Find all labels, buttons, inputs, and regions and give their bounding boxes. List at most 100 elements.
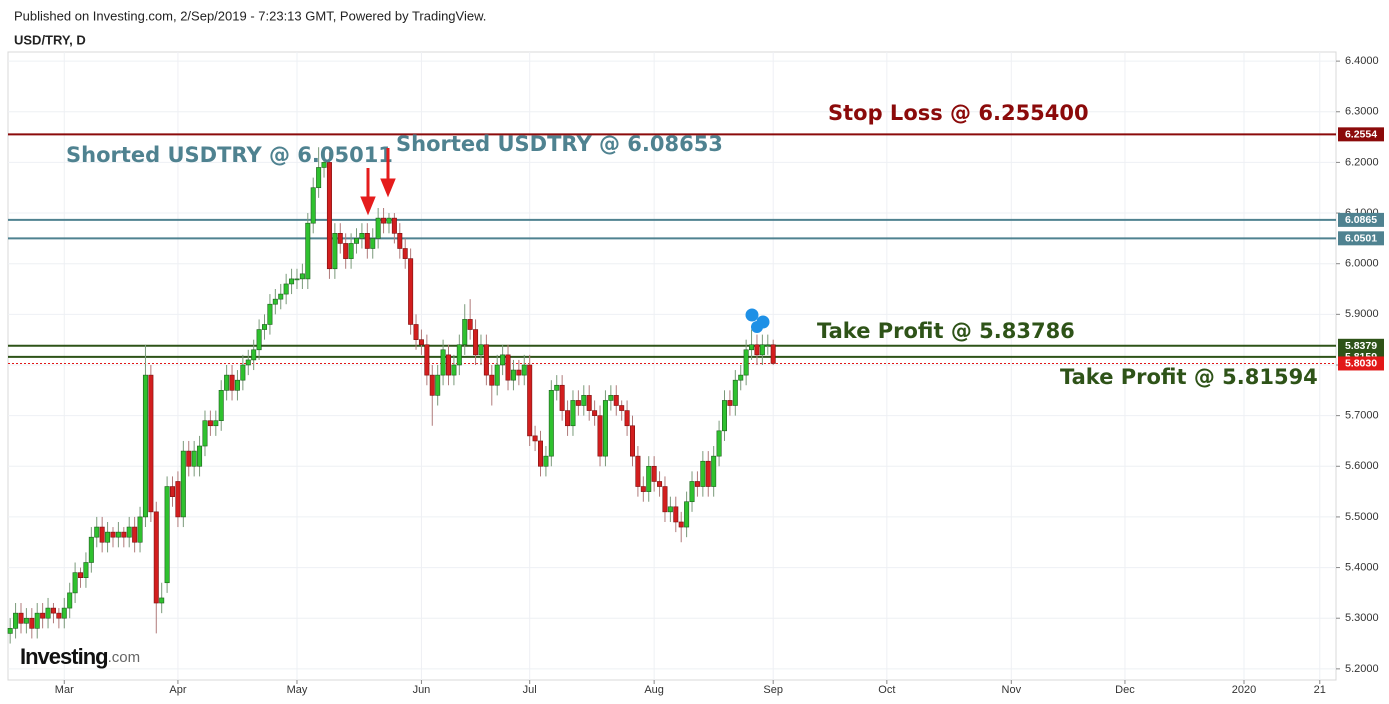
- candle-body: [186, 450, 192, 467]
- level-label: 6.0501: [1345, 233, 1377, 245]
- candle-body: [754, 344, 760, 356]
- logo-brand: Investing: [20, 644, 108, 669]
- marker: [756, 315, 770, 329]
- candle-body: [759, 344, 765, 356]
- annotation: Take Profit @ 5.81594: [1060, 365, 1318, 389]
- candle-body: [721, 400, 727, 432]
- candle-body: [640, 486, 646, 492]
- candle-body: [370, 238, 376, 249]
- candle-body: [234, 379, 240, 391]
- candle-body: [240, 364, 246, 381]
- annotation: Shorted USDTRY @ 6.05011: [66, 143, 393, 167]
- level-label: 5.8379: [1345, 340, 1377, 352]
- candle-body: [359, 233, 365, 239]
- candle-body: [689, 481, 695, 503]
- candle-body: [662, 486, 668, 513]
- candle-body: [537, 440, 543, 467]
- candle-body: [646, 465, 652, 492]
- candle-body: [7, 628, 13, 634]
- candle-body: [770, 344, 776, 364]
- y-tick-label: 6.4000: [1345, 55, 1379, 67]
- candle-body: [343, 243, 349, 259]
- candle-body: [429, 374, 435, 396]
- candle-body: [29, 617, 35, 629]
- arrows: [360, 148, 396, 216]
- candle-body: [67, 592, 73, 609]
- candle-body: [305, 222, 311, 280]
- candle-body: [218, 390, 224, 421]
- candle-body: [765, 344, 771, 347]
- candle-body: [110, 531, 116, 538]
- level-label: 6.2554: [1345, 129, 1377, 141]
- candle-body: [462, 319, 468, 346]
- candle-body: [510, 369, 516, 381]
- level-label: 6.0865: [1345, 214, 1377, 226]
- candle-body: [99, 526, 105, 543]
- candle-body: [489, 374, 495, 386]
- y-tick-label: 5.4000: [1345, 561, 1379, 573]
- candle-body: [711, 455, 717, 487]
- candle-body: [386, 217, 392, 224]
- x-tick-label: Apr: [169, 684, 186, 696]
- candle-body: [673, 506, 679, 523]
- candle-body: [424, 344, 430, 376]
- candle-body: [50, 607, 56, 614]
- candle-body: [278, 293, 284, 300]
- candle-body: [72, 572, 78, 594]
- candle-body: [283, 283, 289, 295]
- candle-body: [565, 410, 571, 427]
- candle-body: [251, 349, 257, 361]
- level-badge: [1338, 212, 1384, 227]
- candle-body: [727, 400, 733, 406]
- candle-body: [738, 374, 744, 381]
- x-tick-label: 21: [1314, 684, 1326, 696]
- candle-body: [619, 405, 625, 411]
- candle-body: [527, 364, 533, 437]
- candle-body: [597, 415, 603, 457]
- candle-body: [23, 617, 29, 624]
- candle-body: [543, 455, 549, 467]
- candle-body: [197, 445, 203, 467]
- candle-body: [516, 369, 522, 376]
- candle-body: [267, 303, 273, 325]
- candle-body: [629, 425, 635, 457]
- candle-body: [570, 400, 576, 427]
- candle-body: [402, 248, 408, 259]
- candle-body: [700, 460, 706, 487]
- candle-body: [294, 278, 300, 281]
- candle-body: [743, 349, 749, 376]
- candle-body: [684, 501, 690, 528]
- candle-body: [207, 420, 213, 427]
- candle-body: [56, 612, 62, 619]
- level-label: 5.8030: [1345, 358, 1377, 370]
- candle-body: [142, 374, 148, 518]
- candle-body: [299, 273, 305, 280]
- candle-body: [667, 506, 673, 513]
- candle-body: [716, 430, 722, 457]
- x-tick-label: Dec: [1115, 684, 1135, 696]
- x-tick-label: 2020: [1232, 684, 1256, 696]
- candle-body: [456, 344, 462, 366]
- candle-body: [586, 395, 592, 411]
- candle-body: [164, 486, 170, 584]
- candle-body: [521, 364, 527, 376]
- y-tick-label: 5.3000: [1345, 612, 1379, 624]
- candle-body: [505, 354, 511, 381]
- y-tick-label: 6.2000: [1345, 156, 1379, 168]
- annotation: Take Profit @ 5.83786: [817, 319, 1075, 343]
- candle-body: [418, 339, 424, 346]
- candle-body: [137, 516, 143, 543]
- candle-body: [354, 238, 360, 244]
- candle-body: [83, 562, 89, 578]
- candle-body: [18, 612, 24, 624]
- candle-body: [256, 329, 262, 351]
- published-note: Published on Investing.com, 2/Sep/2019 -…: [14, 8, 486, 23]
- candle-body: [554, 384, 560, 391]
- candle-body: [159, 597, 165, 604]
- candle-body: [500, 354, 506, 366]
- candle-body: [115, 531, 121, 538]
- symbol: USD/TRY, D: [14, 32, 86, 47]
- marker: [745, 308, 759, 322]
- candle-body: [224, 374, 230, 391]
- candle-body: [602, 400, 608, 457]
